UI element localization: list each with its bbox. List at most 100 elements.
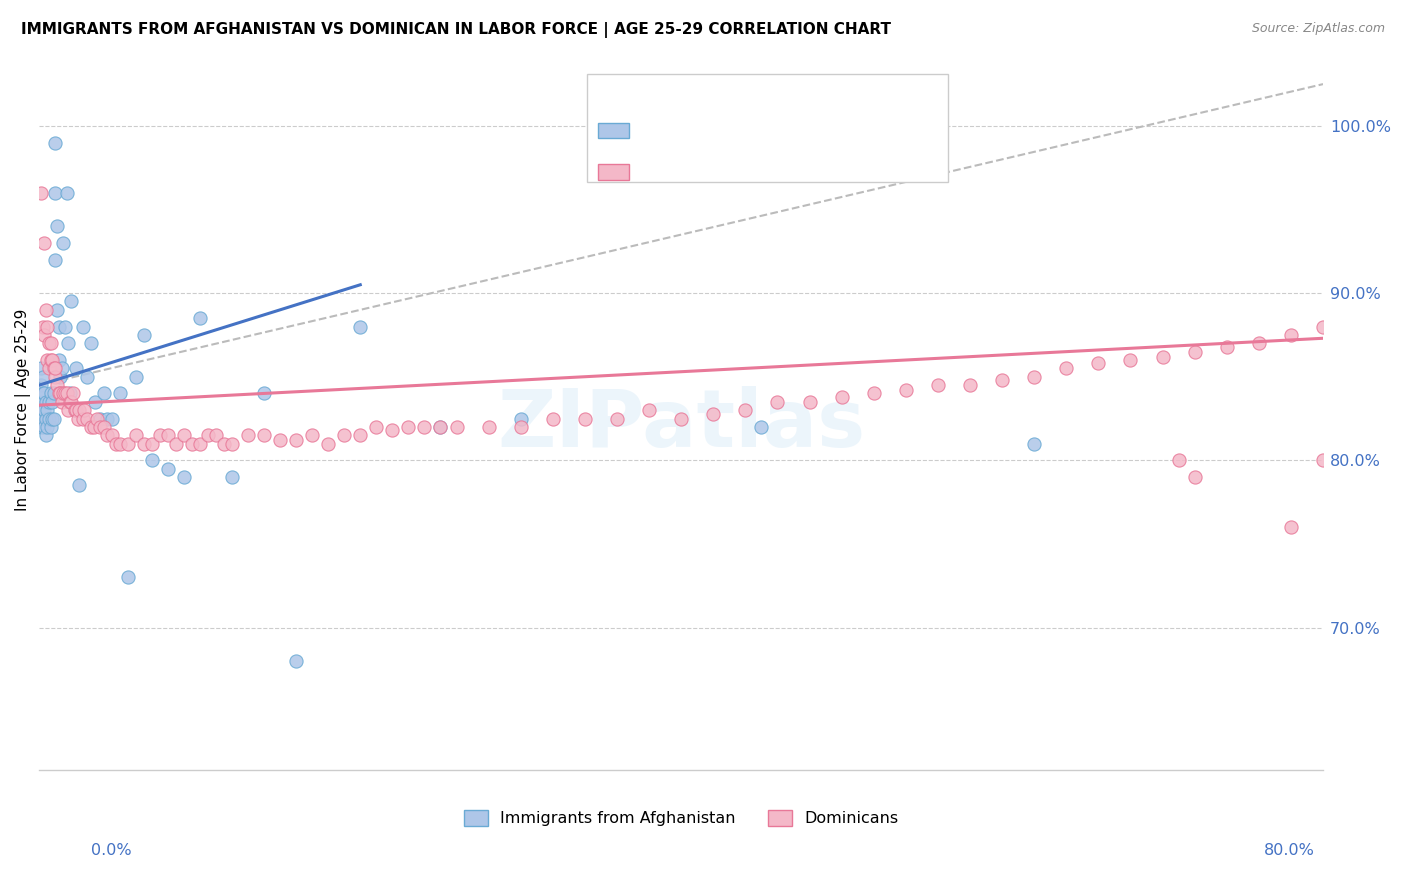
Point [31,369,53,384]
Point [44,136,66,150]
Point [31,386,53,401]
Point [1312,319,1334,334]
Point [269,434,291,448]
Point [38,411,60,425]
Point [212,436,235,450]
Point [93,420,115,434]
Point [253,428,276,442]
Point [93,386,115,401]
Point [766,394,789,409]
Point [59,386,82,401]
Point [188,436,211,450]
Point [141,436,163,450]
Point [734,403,756,417]
Point [31,403,53,417]
Point [100,411,122,425]
Text: IMMIGRANTS FROM AFGHANISTAN VS DOMINICAN IN LABOR FORCE | AGE 25-29 CORRELATION : IMMIGRANTS FROM AFGHANISTAN VS DOMINICAN… [21,22,891,38]
Point [86,411,108,425]
Point [39,420,62,434]
Text: 80.0%: 80.0% [1264,843,1315,858]
Point [478,420,501,434]
Point [132,436,155,450]
Point [44,252,66,267]
Point [89,411,111,425]
Point [429,420,451,434]
Point [32,327,55,342]
Point [396,420,419,434]
Point [606,411,628,425]
Point [301,428,323,442]
Point [76,411,98,425]
Point [831,390,853,404]
Point [108,386,131,401]
Point [44,186,66,200]
Point [173,428,195,442]
Point [1216,340,1239,354]
Point [72,411,94,425]
Text: N =: N = [800,165,837,179]
Point [413,420,436,434]
Point [63,403,86,417]
Point [108,436,131,450]
Text: ZIPatlas: ZIPatlas [498,385,865,464]
Text: 102: 102 [855,165,887,179]
Point [42,411,65,425]
Text: 0.145: 0.145 [678,165,728,179]
Point [669,411,692,425]
Point [65,403,87,417]
Point [349,319,371,334]
Point [117,570,139,584]
Point [79,336,101,351]
Point [37,403,59,417]
Point [44,361,66,376]
Point [31,319,53,334]
Point [156,461,179,475]
Point [96,411,118,425]
Point [1054,361,1077,376]
Point [58,403,80,417]
Text: R =: R = [637,123,671,138]
Point [37,353,59,368]
Point [165,436,187,450]
Point [39,353,62,368]
Point [46,302,69,317]
FancyBboxPatch shape [598,122,628,138]
Point [38,394,60,409]
Point [105,436,128,450]
Point [41,394,63,409]
Point [42,361,65,376]
Point [84,394,107,409]
Point [48,386,70,401]
Point [62,386,84,401]
Point [38,336,60,351]
Point [180,436,202,450]
Point [316,436,339,450]
Point [509,411,531,425]
Point [132,327,155,342]
Point [35,394,58,409]
Point [73,403,96,417]
Point [51,361,73,376]
Point [53,386,76,401]
Point [30,394,52,409]
Point [221,436,243,450]
Point [285,434,308,448]
FancyBboxPatch shape [598,164,628,180]
Point [37,420,59,434]
Point [30,420,52,434]
Point [221,470,243,484]
FancyBboxPatch shape [588,74,948,182]
Point [96,428,118,442]
Point [927,378,949,392]
Text: R =: R = [637,165,671,179]
Text: 0.126: 0.126 [678,123,728,138]
Point [48,353,70,368]
Point [253,386,276,401]
Point [799,394,821,409]
Point [349,428,371,442]
Point [959,378,981,392]
Point [72,319,94,334]
Point [59,394,82,409]
Point [285,654,308,668]
Point [32,386,55,401]
